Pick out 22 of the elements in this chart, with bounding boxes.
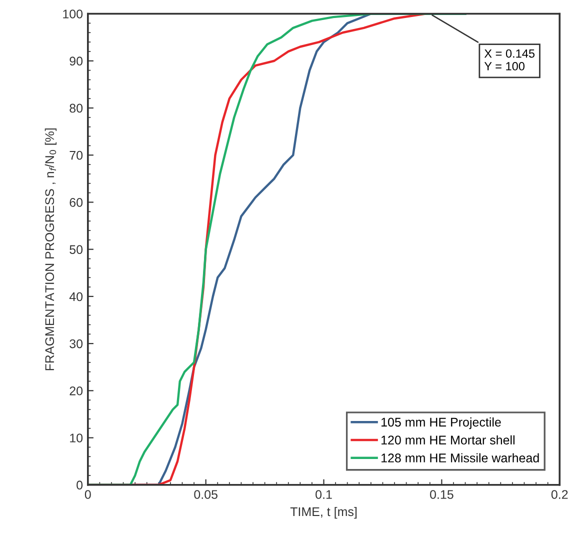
- y-tick-label: 70: [70, 150, 83, 160]
- y-tick-label: 50: [70, 245, 83, 254]
- y-axis-title: FRAGMENTATION PROGRESS , n$_{f}$/N$_{0}$ [%]: [44, 128, 57, 370]
- y-tick-label: 30: [70, 339, 83, 348]
- legend-label: 128 mm HE Missile warhead: [382, 453, 539, 462]
- legend-label: 120 mm HE Mortar shell: [382, 435, 514, 445]
- legend-label: 105 mm HE Projectile: [382, 417, 501, 430]
- y-tick-label: 80: [70, 104, 83, 113]
- y-tick-label: 60: [70, 198, 83, 207]
- y-tick-label: 100: [63, 10, 83, 18]
- x-axis-title: TIME, t [ms]: [290, 506, 357, 519]
- annotation: X = 0.145 Y = 100: [484, 49, 535, 70]
- x-tick-label: 0.15: [430, 490, 454, 499]
- y-tick-label: 90: [70, 56, 83, 66]
- x-tick-label: 0: [84, 490, 91, 499]
- x-tick-label: 0.2: [551, 490, 568, 499]
- y-tick-label: 20: [70, 386, 83, 396]
- y-tick-label: 0: [76, 480, 83, 490]
- x-tick-label: 0.05: [194, 490, 218, 499]
- y-tick-label: 40: [69, 292, 83, 302]
- y-tick-label: 10: [70, 434, 83, 442]
- x-tick-label: 0.1: [316, 490, 332, 499]
